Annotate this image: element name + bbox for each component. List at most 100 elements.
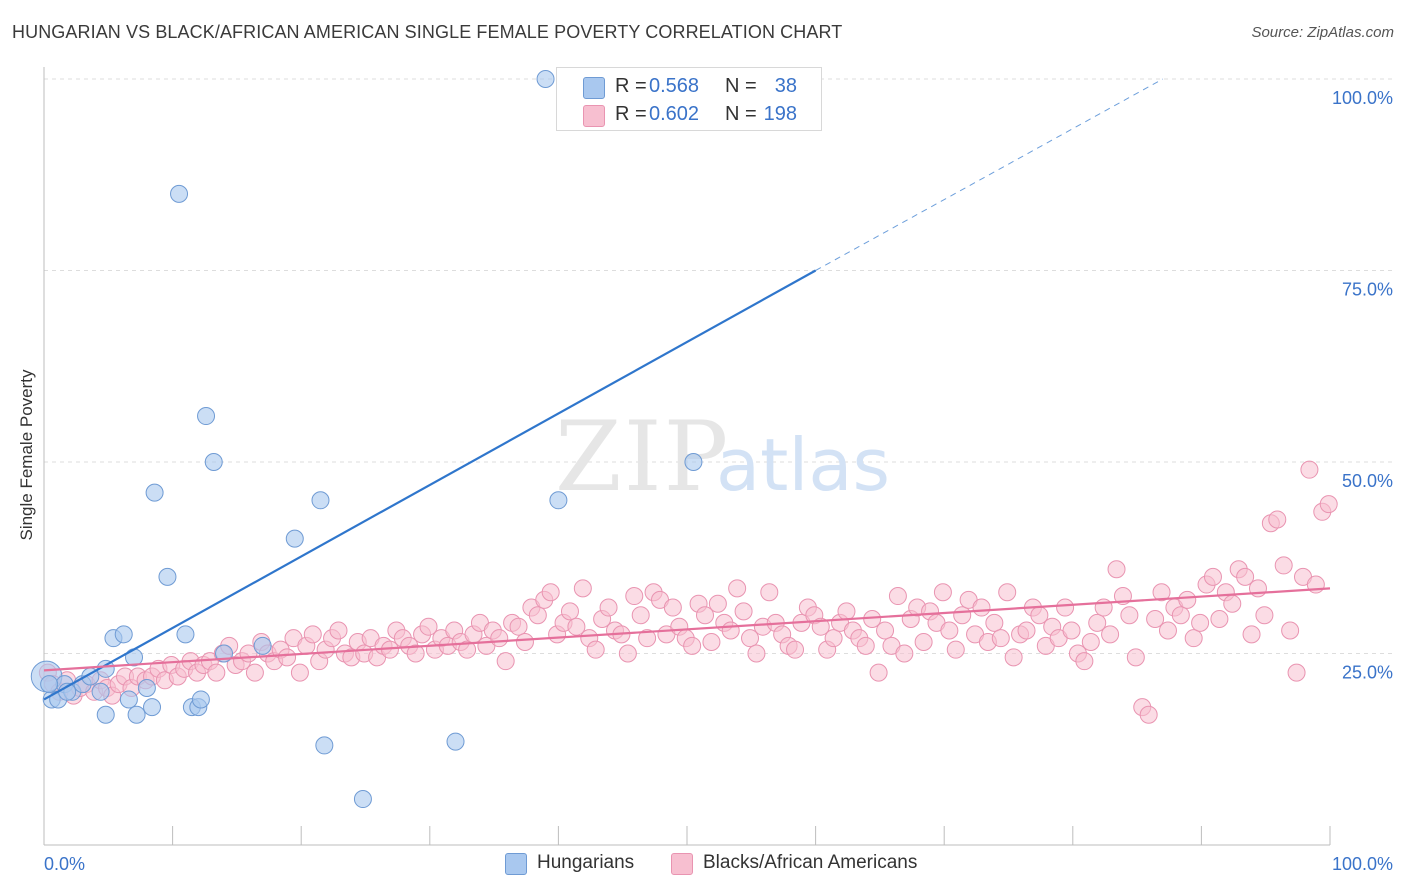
axes [43, 67, 1331, 846]
point-blacks [490, 629, 509, 648]
point-blacks [933, 583, 952, 602]
point-blacks [1101, 625, 1120, 644]
point-blacks [1191, 613, 1210, 632]
point-blacks [876, 621, 895, 640]
point-hungarians [119, 690, 138, 709]
point-hungarians [114, 625, 133, 644]
y-tick-label: 25.0% [1342, 663, 1393, 683]
point-blacks [1146, 610, 1165, 629]
point-blacks [811, 617, 830, 636]
point-blacks [985, 613, 1004, 632]
y-tick-label: 75.0% [1342, 280, 1393, 300]
legend-n-label: N = [725, 103, 757, 125]
point-blacks [946, 640, 965, 659]
point-blacks [509, 617, 528, 636]
legend-swatch-blue [583, 77, 605, 99]
point-blacks [1281, 621, 1300, 640]
point-blacks [1017, 621, 1036, 640]
y-tick-label: 100.0% [1332, 88, 1393, 108]
point-blacks [1319, 495, 1338, 514]
point-blacks [245, 663, 264, 682]
point-blacks [1075, 652, 1094, 671]
point-blacks [837, 602, 856, 621]
point-blacks [1056, 598, 1075, 617]
point-hungarians [204, 453, 223, 471]
point-blacks [747, 644, 766, 663]
point-blacks [560, 602, 579, 621]
point-blacks [303, 625, 322, 644]
point-blacks [1062, 621, 1081, 640]
series-hungarians [30, 70, 703, 809]
point-blacks [1287, 663, 1306, 682]
point-blacks [1210, 610, 1229, 629]
point-blacks [567, 617, 586, 636]
point-hungarians [91, 682, 110, 701]
point-blacks [728, 579, 747, 598]
point-blacks [1081, 633, 1100, 652]
point-blacks [734, 602, 753, 621]
legend-r-value: 0.568 [649, 75, 700, 97]
point-blacks [515, 633, 534, 652]
point-blacks [1004, 648, 1023, 667]
point-blacks [586, 640, 605, 659]
series-legend: Hungarians Blacks/African Americans [0, 852, 1406, 878]
point-blacks [786, 640, 805, 659]
point-blacks [702, 633, 721, 652]
legend-r-value: 0.602 [649, 103, 700, 125]
point-hungarians [536, 70, 555, 88]
point-hungarians [143, 698, 162, 717]
watermark-atlas: atlas [716, 423, 890, 507]
point-blacks [824, 629, 843, 648]
point-blacks [458, 640, 477, 659]
point-hungarians [315, 736, 334, 755]
point-blacks [683, 636, 702, 655]
point-blacks [1171, 606, 1190, 625]
point-blacks [972, 598, 991, 617]
point-blacks [1274, 556, 1293, 575]
point-blacks [888, 587, 907, 606]
point-blacks [1120, 606, 1139, 625]
point-blacks [1139, 705, 1158, 724]
point-hungarians [40, 675, 59, 694]
point-blacks [760, 583, 779, 602]
stats-legend: R = 0.568 N = 38 R = 0.602 N = 198 [556, 67, 822, 131]
point-blacks [618, 644, 637, 663]
point-blacks [895, 644, 914, 663]
point-blacks [741, 629, 760, 648]
point-blacks [406, 644, 425, 663]
trendline-hungarians [43, 269, 817, 701]
trendline-blacks [43, 587, 1331, 672]
x-tick-label: 0.0% [44, 854, 85, 874]
point-hungarians [191, 690, 210, 709]
legend-row-hungarians: R = 0.568 N = 38 [557, 73, 821, 101]
tick-labels: 25.0% 50.0% 75.0% 100.0% 0.0% 100.0% [44, 88, 1393, 874]
legend-swatch-pink [671, 853, 693, 875]
point-blacks [638, 629, 657, 648]
point-hungarians [549, 491, 568, 510]
point-hungarians [137, 678, 156, 697]
legend-n-value: 38 [774, 75, 797, 97]
point-blacks [998, 583, 1017, 602]
point-blacks [573, 579, 592, 598]
point-blacks [1152, 583, 1171, 602]
trendline-hungarians-extension [815, 78, 1164, 271]
point-blacks [940, 621, 959, 640]
point-blacks [721, 621, 740, 640]
trend-lines [43, 78, 1331, 701]
point-hungarians [446, 732, 465, 751]
point-hungarians [684, 453, 703, 471]
point-blacks [1184, 629, 1203, 648]
legend-n-label: N = [725, 75, 757, 97]
point-hungarians [170, 184, 189, 203]
legend-label-hungarians: Hungarians [537, 852, 635, 873]
point-hungarians [127, 705, 146, 724]
point-blacks [329, 621, 348, 640]
point-blacks [207, 663, 226, 682]
point-blacks [278, 648, 297, 667]
legend-label-blacks: Blacks/African Americans [703, 852, 918, 873]
point-hungarians [176, 625, 195, 644]
y-tick-label: 50.0% [1342, 471, 1393, 491]
watermark-zip: ZIP [555, 401, 730, 513]
point-blacks [914, 633, 933, 652]
x-tick-label: 100.0% [1332, 854, 1393, 874]
